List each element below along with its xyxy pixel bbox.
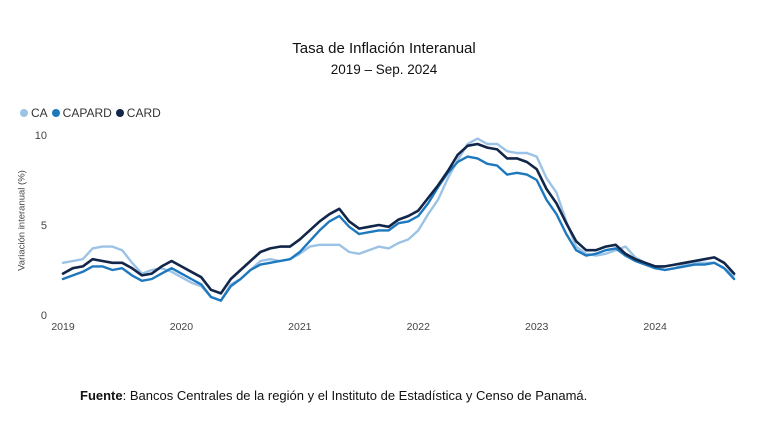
x-tick-label: 2022 xyxy=(407,321,431,333)
x-tick-label: 2024 xyxy=(643,321,667,333)
x-tick-label: 2021 xyxy=(288,321,312,333)
legend-dot-ca xyxy=(20,109,28,117)
legend-item-ca: CA xyxy=(20,106,48,120)
y-tick-label: 0 xyxy=(41,310,47,322)
x-tick-label: 2023 xyxy=(525,321,549,333)
legend-item-capard: CAPARD xyxy=(51,106,112,120)
legend-dot-capard xyxy=(51,109,60,117)
series-line-card xyxy=(61,142,736,295)
legend-dot-card xyxy=(115,109,124,117)
series-line-capard xyxy=(61,155,736,302)
legend-label-capard: CAPARD xyxy=(62,106,112,120)
y-tick-label: 10 xyxy=(35,130,47,142)
x-tick-label: 2019 xyxy=(51,321,75,333)
legend-label-ca: CA xyxy=(31,106,48,120)
source-label: Fuente xyxy=(80,388,123,403)
legend-item-card: CARD xyxy=(115,106,161,120)
x-tick-label: 2020 xyxy=(170,321,194,333)
source-text: : Bancos Centrales de la región y el Ins… xyxy=(122,388,588,403)
chart-title: Tasa de Inflación Interanual xyxy=(292,40,476,57)
source-note: Fuente: Bancos Centrales de la región y … xyxy=(80,388,587,403)
y-tick-label: 5 xyxy=(41,220,47,232)
legend-label-card: CARD xyxy=(126,106,161,120)
series-line-ca xyxy=(61,137,736,302)
chart-legend: CA CAPARD CARD xyxy=(20,106,161,120)
chart-subtitle: 2019 – Sep. 2024 xyxy=(330,62,438,77)
